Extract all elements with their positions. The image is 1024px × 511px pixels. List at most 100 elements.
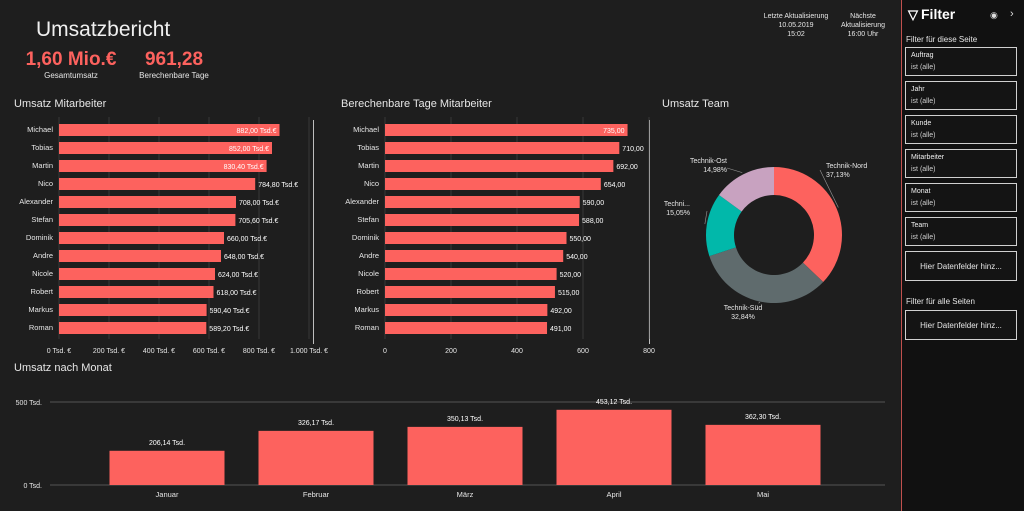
kpi-total-revenue[interactable]: 1,60 Mio.€ Gesamtumsatz [22,49,120,81]
category-label: Michael [353,125,379,134]
kpi-value: 1,60 Mio.€ [25,49,117,70]
bar[interactable] [59,178,256,190]
pie-slice[interactable] [719,167,774,212]
category-label: Stefan [31,215,53,224]
bar[interactable] [59,268,215,280]
x-tick-label: 600 Tsd. € [193,348,225,355]
bar[interactable] [385,142,620,154]
chart-title-monthly-revenue: Umsatz nach Monat [14,362,112,374]
x-tick-label: 200 [445,348,457,355]
category-label: Alexander [345,197,379,206]
bar[interactable] [385,196,580,208]
slice-value-label: 32,84% [731,314,755,321]
chart-title-days-employee: Berechenbare Tage Mitarbeiter [341,98,492,110]
x-tick-label: 0 Tsd. € [47,348,71,355]
chart-revenue-employee[interactable]: 0 Tsd. € 200 Tsd. € 400 Tsd. € 600 Tsd. € 80… [0,115,340,360]
category-label: Stefan [357,215,379,224]
pie-slice[interactable] [706,194,742,257]
bar[interactable] [59,124,280,136]
bar[interactable] [109,450,225,485]
slice-value-label: 37,13% [826,172,850,179]
bar[interactable] [385,214,580,226]
filter-card-monat[interactable]: Monat ist (alle) [905,183,1017,212]
category-label: Nico [38,179,53,188]
kpi-value: 961,28 [144,49,204,70]
bar[interactable] [59,142,272,154]
bar[interactable] [59,304,207,316]
data-label: 710,00 [622,146,644,153]
next-update-time: 16:00 Uhr [847,31,879,38]
chart-team-revenue[interactable]: Technik-Nord 37,13% Technik-Süd 32,84% Techn… [655,110,900,335]
category-label: Markus [28,305,53,314]
filter-card-team[interactable]: Team ist (alle) [905,217,1017,246]
chart-days-employee[interactable]: 0 200 400 600 800 Michael 735,00 Tobias 710,00 Ma… [330,115,660,360]
filter-card-mitarbeiter[interactable]: Mitarbeiter ist (alle) [905,149,1017,178]
bar[interactable] [385,268,557,280]
data-label: 692,00 [616,164,638,171]
eye-icon[interactable]: ◉ [990,10,998,20]
bar[interactable] [59,160,267,172]
bar[interactable] [385,286,555,298]
pie-slice[interactable] [709,247,824,303]
pie-slice[interactable] [774,167,842,282]
bar[interactable] [385,160,614,172]
data-label: 540,00 [566,254,588,261]
bar[interactable] [705,424,821,485]
filter-card-jahr[interactable]: Jahr ist (alle) [905,81,1017,110]
category-label: Andre [33,251,53,260]
filter-name: Kunde [911,120,932,127]
kpi-billable-days[interactable]: 961,28 Berechenbare Tage [134,49,214,81]
bar[interactable] [59,232,224,244]
data-label: 654,00 [604,182,626,189]
last-update-time: 15:02 [787,31,805,38]
x-tick-label: 800 [643,348,655,355]
bar[interactable] [407,426,523,485]
x-tick-label: 800 Tsd. € [243,348,275,355]
category-label: Roman [29,323,53,332]
data-label: 362,30 Tsd. [745,414,781,421]
add-page-filter-field[interactable]: Hier Datenfelder hinz... [905,251,1017,281]
data-label: 648,00 Tsd.€ [224,254,264,261]
bar[interactable] [59,286,214,298]
category-label: Robert [30,287,53,296]
data-label: 735,00 [603,128,625,135]
data-label: 882,00 Tsd.€ [237,128,277,135]
filter-card-kunde[interactable]: Kunde ist (alle) [905,115,1017,144]
chart-monthly-revenue[interactable]: 0 Tsd. 500 Tsd. 206,14 Tsd. Januar 326,17 Ts… [0,385,900,510]
data-label: 708,00 Tsd.€ [239,200,279,207]
collapse-chevron-icon[interactable]: › [1010,8,1014,20]
filter-pane-title-text: Filter [921,6,956,22]
bar[interactable] [59,196,236,208]
slice-name-label: Technik-Süd [724,305,763,312]
add-all-pages-filter-field[interactable]: Hier Datenfelder hinz... [905,310,1017,340]
filter-name: Jahr [911,86,925,93]
bar[interactable] [59,250,221,262]
divider [313,120,314,344]
category-label: Tobias [31,143,53,152]
bar[interactable] [59,322,207,334]
x-tick-label: 0 [383,348,387,355]
bar[interactable] [385,322,548,334]
bar[interactable] [556,409,672,485]
data-label: 705,60 Tsd.€ [238,218,278,225]
leader-line [758,301,761,304]
data-label: 784,80 Tsd.€ [258,182,298,189]
bar[interactable] [385,178,601,190]
bar[interactable] [385,232,567,244]
filter-card-auftrag[interactable]: Auftrag ist (alle) [905,47,1017,76]
bar[interactable] [258,430,374,485]
bar[interactable] [385,250,564,262]
last-update-date: 10.05.2019 [778,22,814,29]
bar[interactable] [385,304,548,316]
category-label: Dominik [352,233,379,242]
filter-section-all-pages: Filter für alle Seiten [906,297,975,306]
data-label: 453,12 Tsd. [596,399,632,406]
data-label: 624,00 Tsd.€ [218,272,258,279]
bar[interactable] [385,124,628,136]
bar[interactable] [59,214,236,226]
category-label: Nicole [32,269,53,278]
filter-value: ist (alle) [911,98,936,105]
category-label: Januar [156,490,179,499]
category-label: Martin [358,161,379,170]
divider [649,120,650,344]
